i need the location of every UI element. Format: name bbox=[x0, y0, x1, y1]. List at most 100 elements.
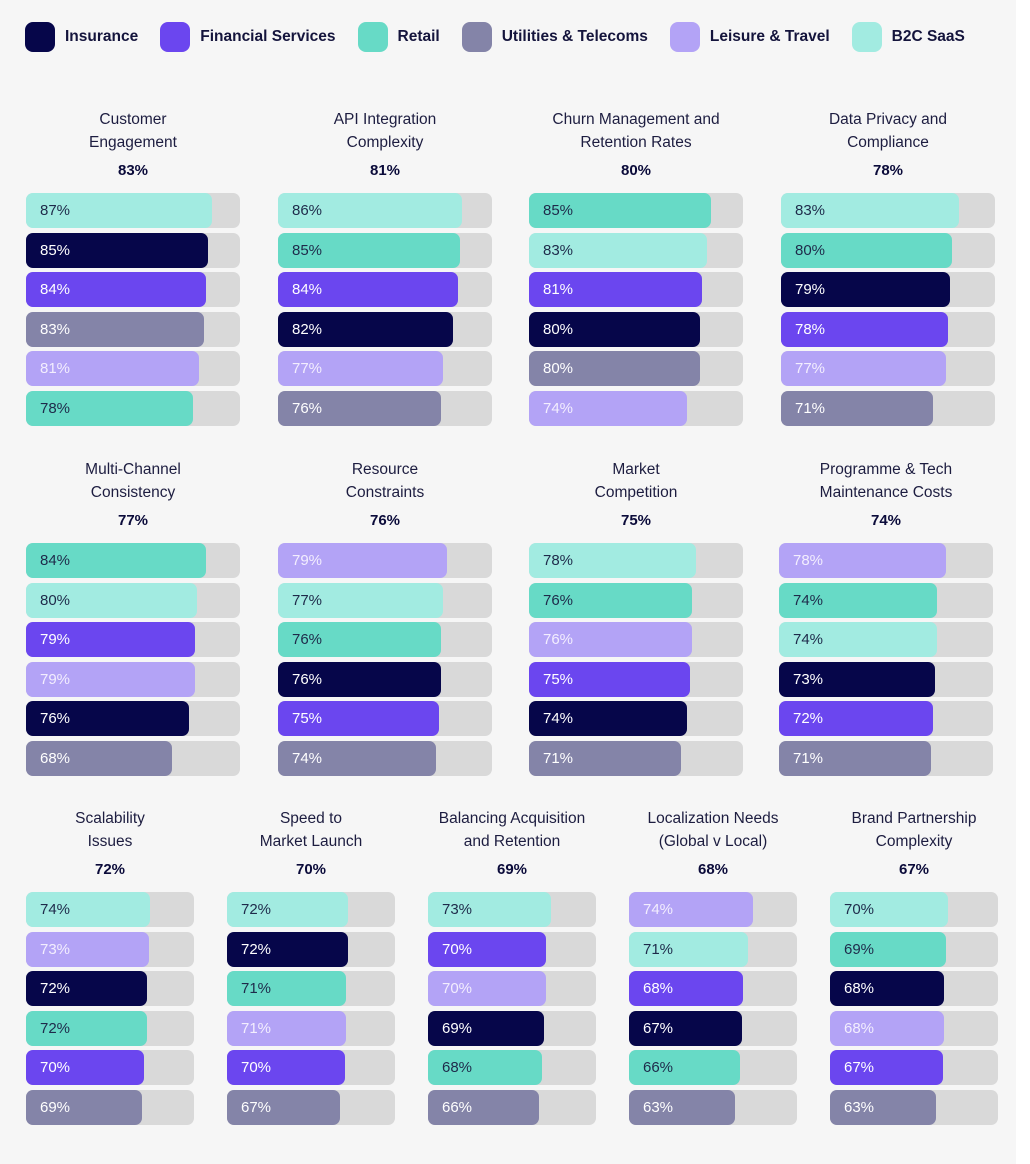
bar-track: 71% bbox=[629, 931, 797, 967]
bar-value-label: 79% bbox=[40, 670, 71, 688]
bar-utilities-and-telecoms: 76% bbox=[278, 390, 441, 426]
bar-track: 72% bbox=[227, 931, 395, 967]
bar-track: 70% bbox=[26, 1050, 194, 1085]
bar-financial-services: 84% bbox=[278, 272, 458, 307]
bar-value-label: 69% bbox=[442, 1019, 473, 1037]
bar-track: 71% bbox=[227, 1010, 395, 1046]
bar-insurance: 67% bbox=[629, 1010, 742, 1046]
bar-retail: 76% bbox=[278, 622, 441, 657]
bar-track: 83% bbox=[529, 232, 743, 268]
bar-financial-services: 70% bbox=[26, 1050, 144, 1085]
bar-insurance: 74% bbox=[529, 701, 687, 736]
legend-item-leisure-and-travel: Leisure & Travel bbox=[669, 22, 830, 52]
bar-track: 76% bbox=[278, 661, 492, 697]
bar-insurance: 76% bbox=[278, 661, 441, 697]
bar-value-label: 84% bbox=[40, 281, 71, 298]
bar-track: 72% bbox=[227, 892, 395, 927]
bar-utilities-and-telecoms: 80% bbox=[529, 351, 700, 386]
bar-track: 73% bbox=[779, 661, 993, 697]
bar-utilities-and-telecoms: 69% bbox=[26, 1089, 142, 1125]
bar-value-label: 83% bbox=[40, 320, 71, 338]
bar-track: 82% bbox=[278, 311, 492, 347]
bar-track: 87% bbox=[26, 193, 240, 228]
bar-financial-services: 81% bbox=[529, 272, 702, 307]
bar-track: 80% bbox=[26, 582, 240, 618]
bar-value-label: 80% bbox=[543, 360, 574, 377]
bar-b2c-saas: 83% bbox=[529, 232, 707, 268]
bar-track: 68% bbox=[629, 971, 797, 1006]
bar-track: 74% bbox=[26, 892, 194, 927]
panel-title: Multi-Channel Consistency bbox=[85, 461, 181, 501]
bar-insurance: 72% bbox=[227, 931, 348, 967]
bar-retail: 85% bbox=[529, 193, 711, 228]
bar-track: 72% bbox=[26, 1010, 194, 1046]
bar-value-label: 77% bbox=[292, 360, 323, 377]
bar-track: 79% bbox=[278, 543, 492, 578]
bar-insurance: 76% bbox=[26, 701, 189, 736]
legend-label: Utilities & Telecoms bbox=[501, 28, 648, 45]
bar-track: 75% bbox=[278, 701, 492, 736]
bar-track: 80% bbox=[529, 311, 743, 347]
bar-value-label: 72% bbox=[40, 980, 71, 997]
bar-leisure-and-travel: 73% bbox=[26, 931, 149, 967]
bar-leisure-and-travel: 78% bbox=[779, 543, 946, 578]
bar-financial-services: 68% bbox=[629, 971, 743, 1006]
panel-localization-needs-global-v-local: Localization Needs (Global v Local) 68% 74%… bbox=[629, 807, 797, 1127]
bar-value-label: 79% bbox=[292, 552, 323, 569]
bar-b2c-saas: 72% bbox=[227, 892, 348, 927]
bar-track: 69% bbox=[830, 931, 998, 967]
bar-b2c-saas: 86% bbox=[278, 193, 462, 228]
bar-value-label: 76% bbox=[292, 631, 323, 648]
bar-retail: 74% bbox=[779, 582, 937, 618]
bar-financial-services: 67% bbox=[830, 1050, 943, 1085]
panel-overall-value: 77% bbox=[117, 512, 149, 529]
bar-track: 70% bbox=[830, 892, 998, 927]
bar-value-label: 70% bbox=[442, 980, 473, 997]
bar-insurance: 82% bbox=[278, 311, 453, 347]
legend-item-utilities-and-telecoms: Utilities & Telecoms bbox=[461, 22, 648, 52]
legend-label: Leisure & Travel bbox=[709, 28, 830, 45]
bar-track: 79% bbox=[781, 272, 995, 307]
bar-value-label: 71% bbox=[795, 399, 826, 417]
panel-overall-value: 67% bbox=[898, 861, 930, 878]
bar-value-label: 76% bbox=[543, 591, 574, 609]
bar-value-label: 78% bbox=[793, 552, 824, 569]
bar-track: 81% bbox=[529, 272, 743, 307]
bar-value-label: 73% bbox=[40, 940, 71, 958]
bar-value-label: 66% bbox=[643, 1059, 674, 1076]
bar-track: 68% bbox=[830, 971, 998, 1006]
bar-utilities-and-telecoms: 67% bbox=[227, 1089, 340, 1125]
bar-financial-services: 75% bbox=[529, 661, 690, 697]
bar-value-label: 79% bbox=[40, 631, 71, 648]
legend-swatch bbox=[851, 22, 882, 52]
panel-overall-value: 74% bbox=[870, 512, 902, 529]
bar-track: 70% bbox=[428, 931, 596, 967]
bar-track: 71% bbox=[781, 390, 995, 426]
legend-label: Insurance bbox=[65, 28, 139, 45]
panel-overall-value: 75% bbox=[620, 512, 652, 529]
bar-track: 72% bbox=[779, 701, 993, 736]
bar-value-label: 84% bbox=[292, 281, 323, 298]
bar-value-label: 79% bbox=[795, 281, 826, 298]
panel-scalability-issues: Scalability Issues 72% 74% 73% 72% 72% 70% 69% bbox=[26, 807, 194, 1127]
legend-swatch bbox=[669, 22, 700, 52]
bar-leisure-and-travel: 79% bbox=[26, 661, 195, 697]
bar-utilities-and-telecoms: 71% bbox=[781, 390, 933, 426]
panel-title: Speed to Market Launch bbox=[259, 810, 363, 850]
bar-retail: 68% bbox=[428, 1050, 542, 1085]
bar-value-label: 71% bbox=[241, 980, 272, 997]
bar-track: 71% bbox=[227, 971, 395, 1006]
panel-data-privacy-and-compliance: Data Privacy and Compliance 78% 83% 80% 79% 78… bbox=[781, 108, 995, 428]
panel-brand-partnership-complexity: Brand Partnership Complexity 67% 70% 69% 68% 6… bbox=[830, 807, 998, 1127]
bar-track: 69% bbox=[26, 1089, 194, 1125]
bar-value-label: 81% bbox=[40, 360, 71, 377]
panel-title: API Integration Complexity bbox=[333, 111, 437, 151]
panel-balancing-acquisition-and-retention: Balancing Acquisition and Retention 69% 73%… bbox=[428, 807, 596, 1127]
bar-value-label: 72% bbox=[241, 901, 272, 918]
bar-value-label: 76% bbox=[292, 399, 323, 417]
bar-value-label: 69% bbox=[40, 1098, 71, 1116]
panel-overall-value: 78% bbox=[872, 162, 904, 179]
bar-track: 74% bbox=[529, 390, 743, 426]
bar-utilities-and-telecoms: 68% bbox=[26, 740, 172, 776]
bar-insurance: 73% bbox=[779, 661, 935, 697]
